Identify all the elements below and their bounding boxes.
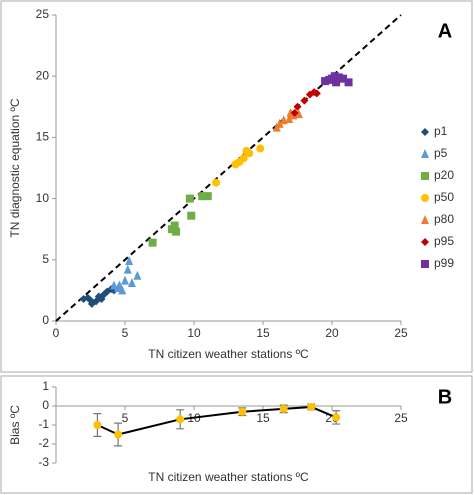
x-tick-label: 0	[53, 326, 60, 340]
bias-line	[96, 405, 337, 436]
point	[114, 430, 123, 439]
y-tick-label: 0	[42, 398, 49, 412]
point	[312, 89, 321, 98]
point	[256, 144, 265, 153]
point	[127, 278, 136, 288]
panel-b-frame	[0, 375, 473, 494]
legend-label: p20	[434, 168, 454, 182]
point	[307, 402, 316, 411]
point	[170, 221, 179, 230]
x-tick-label: 10	[187, 326, 201, 340]
point	[123, 264, 132, 274]
x-tick-label: 25	[394, 411, 408, 425]
point	[339, 74, 348, 83]
legend-label: p5	[434, 146, 448, 160]
x-tick-label: 25	[394, 326, 408, 340]
point	[109, 280, 118, 290]
y-tick-label: 1	[42, 379, 49, 393]
point	[344, 78, 353, 87]
point	[93, 421, 102, 429]
point	[332, 78, 341, 87]
x-axis-label: TN citizen weather stations ºC	[148, 470, 309, 484]
legend-marker	[421, 128, 429, 136]
y-tick-label: 15	[36, 130, 50, 144]
point	[239, 154, 248, 163]
x-tick-label: 15	[256, 326, 270, 340]
one-to-one-line	[55, 14, 402, 322]
legend-marker	[421, 172, 429, 180]
point	[125, 256, 134, 266]
point	[118, 285, 127, 295]
panel-letter: B	[438, 386, 452, 408]
point	[238, 407, 247, 416]
point	[185, 194, 194, 203]
y-tick-label: 5	[42, 252, 49, 266]
point	[332, 413, 341, 422]
point	[321, 77, 330, 86]
panel-letter: A	[438, 20, 452, 42]
point	[198, 192, 207, 201]
x-axis-label: TN citizen weather stations ºC	[148, 347, 309, 361]
legend-label: p99	[434, 256, 454, 270]
legend-marker	[421, 149, 429, 158]
y-tick-label: 10	[36, 191, 50, 205]
point	[285, 114, 294, 124]
point	[148, 238, 157, 247]
y-tick-label: -1	[38, 417, 49, 431]
legend-marker	[421, 260, 429, 268]
panel-a-frame	[0, 0, 473, 373]
y-axis-label: TN diagnostic equation ºC	[8, 98, 22, 237]
point	[290, 108, 299, 117]
legend-label: p1	[434, 124, 448, 138]
point	[121, 275, 129, 285]
legend-label: p80	[434, 212, 454, 226]
point	[334, 73, 343, 82]
point	[275, 118, 284, 128]
point	[245, 149, 254, 158]
y-tick-label: -3	[38, 455, 49, 469]
y-axis-label: Bias ºC	[8, 405, 22, 445]
x-tick-label: 5	[122, 326, 129, 340]
point	[133, 270, 142, 280]
legend-label: p50	[434, 190, 454, 204]
point	[293, 102, 302, 111]
point	[203, 192, 212, 201]
y-tick-label: -2	[38, 436, 49, 450]
point	[330, 72, 339, 81]
point	[176, 415, 185, 424]
legend-marker	[421, 238, 429, 246]
point	[172, 227, 181, 236]
point	[300, 96, 309, 105]
y-tick-label: 20	[36, 68, 50, 82]
point	[294, 109, 303, 119]
legend-marker	[421, 194, 429, 202]
legend-marker	[421, 215, 429, 224]
point	[279, 404, 288, 413]
x-tick-label: 20	[325, 326, 339, 340]
point	[212, 178, 221, 187]
point	[187, 211, 196, 220]
y-tick-label: 25	[36, 7, 50, 21]
x-tick-label: 5	[122, 411, 129, 425]
x-tick-label: 15	[256, 411, 270, 425]
legend-label: p95	[434, 234, 454, 248]
y-tick-label: 0	[42, 313, 49, 327]
